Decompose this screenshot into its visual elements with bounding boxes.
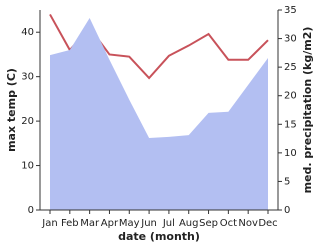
x-axis-label: date (month) (118, 230, 200, 243)
y-tick-label: 0 (28, 205, 34, 216)
y-tick-label: 40 (21, 27, 34, 38)
y2-tick-label: 20 (284, 91, 297, 102)
y2-tick-label: 10 (284, 148, 297, 159)
y-axis-label: max temp (C) (5, 68, 18, 152)
y-tick-label: 20 (21, 116, 34, 127)
y2-tick-label: 0 (284, 205, 290, 216)
y2-tick-label: 35 (284, 5, 297, 16)
x-tick-label: Sep (199, 218, 218, 229)
y2-tick-label: 30 (284, 34, 297, 45)
x-tick-label: Jul (162, 218, 175, 229)
y2-axis-label: med. precipitation (kg/m2) (301, 27, 314, 194)
x-tick-label: Jan (41, 218, 57, 229)
x-tick-label: Apr (101, 218, 119, 229)
x-tick-label: Oct (220, 218, 237, 229)
y2-tick-label: 25 (284, 62, 297, 73)
x-tick-label: Aug (179, 218, 199, 229)
x-tick-label: Feb (61, 218, 79, 229)
precipitation-area (50, 18, 268, 210)
x-tick-label: May (119, 218, 140, 229)
x-tick-label: Mar (80, 218, 100, 229)
x-tick-label: Jun (140, 218, 157, 229)
y-tick-label: 10 (21, 161, 34, 172)
y2-tick-label: 5 (284, 176, 290, 187)
x-tick-label: Nov (238, 218, 258, 229)
y-tick-label: 30 (21, 72, 34, 83)
x-tick-label: Dec (258, 218, 277, 229)
y2-tick-label: 15 (284, 119, 297, 130)
